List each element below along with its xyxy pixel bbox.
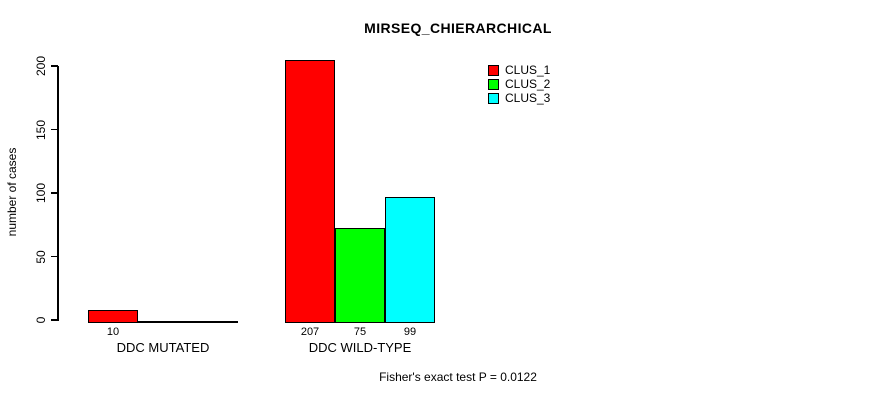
bar-value-label: 207 [300,326,320,338]
y-axis-tick-mark [51,192,58,194]
bar-clus_3-2 [385,197,435,323]
bar-value-label: 10 [106,326,120,338]
bar-value-label: 99 [403,326,417,338]
y-axis-tick-label: 200 [34,55,48,77]
legend-swatch-clus_2 [488,78,499,90]
zero-bar-baseline [188,321,238,323]
y-axis-tick-label: 50 [34,249,48,264]
x-axis-category-label: DDC MUTATED [116,340,210,355]
y-axis-tick-label: 150 [34,119,48,140]
legend: CLUS_1 CLUS_2 CLUS_3 [488,63,550,105]
legend-swatch-clus_1 [488,64,499,76]
zero-bar-baseline [138,321,188,323]
y-axis-tick-mark [51,65,58,67]
legend-item: CLUS_3 [488,91,550,105]
bar-clus_1-2 [285,60,335,323]
annotation-text: Fisher's exact test P = 0.0122 [379,370,537,384]
legend-item: CLUS_2 [488,77,550,91]
bar-value-label: 75 [353,326,367,338]
x-axis-category-label: DDC WILD-TYPE [308,340,412,355]
bar-clus_1-1 [88,310,138,323]
y-axis-tick-mark [51,255,58,258]
legend-label: CLUS_2 [505,77,551,91]
y-axis-tick-label: 100 [34,182,48,204]
legend-swatch-clus_3 [488,92,499,104]
y-axis-label: number of cases [5,147,19,237]
legend-item: CLUS_1 [488,63,550,77]
legend-label: CLUS_1 [505,63,551,77]
y-axis-tick-label: 0 [34,316,48,324]
y-axis-tick-mark [51,128,58,131]
legend-label: CLUS_3 [505,91,551,105]
y-axis-tick-mark [51,319,58,321]
chart-title: MIRSEQ_CHIERARCHICAL [364,20,552,36]
bar-clus_2-2 [335,227,385,323]
